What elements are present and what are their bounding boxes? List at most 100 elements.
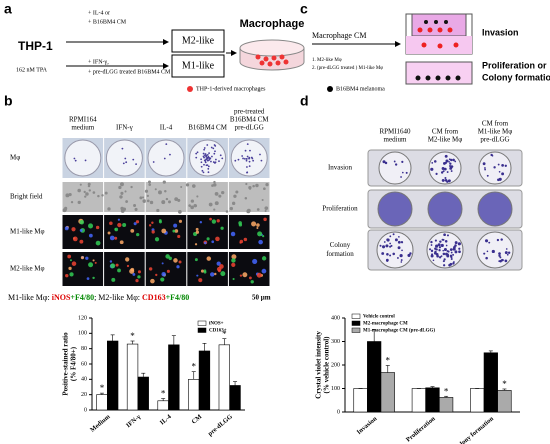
legend-label: M1-macrophage CM (pre-dLGG) <box>363 329 435 334</box>
stain <box>205 164 208 167</box>
cell <box>155 273 158 277</box>
bar <box>137 376 149 411</box>
cell <box>178 260 182 264</box>
bar <box>168 344 180 411</box>
colony <box>445 244 448 247</box>
stain <box>205 155 208 158</box>
colony <box>457 242 461 246</box>
cell <box>203 270 207 274</box>
cell <box>114 228 117 231</box>
cell <box>88 233 93 238</box>
cell <box>166 269 170 273</box>
cell <box>133 203 137 207</box>
cell <box>161 200 166 205</box>
colony <box>389 254 392 257</box>
dish <box>239 39 305 57</box>
panel-label: d <box>300 93 309 109</box>
colony <box>442 252 446 256</box>
stain <box>124 157 127 160</box>
stain <box>213 152 216 155</box>
cell <box>213 180 216 184</box>
colony <box>445 159 449 163</box>
cell <box>135 220 140 224</box>
cell <box>114 236 118 240</box>
cell <box>229 206 234 211</box>
row-label: Mφ <box>10 154 20 162</box>
column-header: RPMI164 <box>69 116 97 124</box>
well <box>376 231 414 269</box>
colony <box>434 239 437 242</box>
column-header: pre-treated <box>234 108 265 116</box>
cell <box>194 204 198 208</box>
x-tick-label: Proliferation <box>405 415 437 444</box>
cell <box>231 258 236 263</box>
cell <box>251 221 257 227</box>
stain <box>246 166 248 168</box>
stain <box>207 171 210 174</box>
cell <box>109 235 115 241</box>
panel-label: b <box>4 93 13 109</box>
error-bar <box>372 329 377 342</box>
cell <box>216 261 221 266</box>
legend-text: THP-1-derived macrophages <box>196 86 266 92</box>
box-label: M2-like <box>182 35 215 46</box>
cell <box>178 219 183 223</box>
cell <box>231 254 237 260</box>
cell <box>64 208 67 212</box>
colony <box>400 259 403 261</box>
product: Macrophage <box>240 18 305 30</box>
cell <box>71 261 77 266</box>
image-bg <box>228 215 270 249</box>
colony <box>430 167 434 171</box>
cell <box>117 218 120 221</box>
bar <box>107 340 119 411</box>
stain <box>196 151 199 154</box>
cell <box>95 240 101 246</box>
condition: + pre-dLGG treated B16BM4 CM <box>88 69 171 75</box>
colony <box>397 246 401 250</box>
cell <box>130 185 133 189</box>
cell <box>162 180 166 184</box>
x-tick-label: IFN-γ <box>125 413 142 429</box>
legend-swatch <box>197 320 207 326</box>
significance: * <box>191 362 196 372</box>
column-header: IL-4 <box>160 124 173 132</box>
cell <box>265 183 269 187</box>
stain <box>212 147 215 150</box>
colony <box>458 247 461 250</box>
stain <box>204 159 207 162</box>
stain <box>205 158 208 161</box>
colony <box>393 160 396 163</box>
colony <box>444 154 448 158</box>
row-label: M2-like Mφ <box>10 265 45 273</box>
cell <box>191 184 196 188</box>
error-bar <box>141 372 146 378</box>
cell <box>139 196 143 200</box>
cell <box>261 256 267 261</box>
stain <box>195 156 198 159</box>
colony <box>484 168 486 171</box>
cell <box>88 223 94 229</box>
colony <box>498 170 501 173</box>
colony <box>446 234 449 237</box>
cell <box>211 184 214 187</box>
colony <box>446 253 449 256</box>
cell <box>160 277 165 282</box>
column-header: RPMI1640 <box>379 128 411 136</box>
error-bar <box>110 334 115 341</box>
colony <box>430 249 434 253</box>
legend-dot <box>187 86 193 92</box>
bar <box>157 400 169 411</box>
stain <box>202 171 205 174</box>
cell <box>126 264 130 268</box>
cell <box>88 262 94 268</box>
cell <box>200 269 205 273</box>
well <box>377 191 413 227</box>
cell <box>214 272 217 276</box>
well <box>427 191 463 227</box>
stain <box>242 157 244 160</box>
dish <box>147 139 185 177</box>
stain <box>122 162 125 165</box>
colony <box>434 250 437 253</box>
cell <box>220 226 224 230</box>
